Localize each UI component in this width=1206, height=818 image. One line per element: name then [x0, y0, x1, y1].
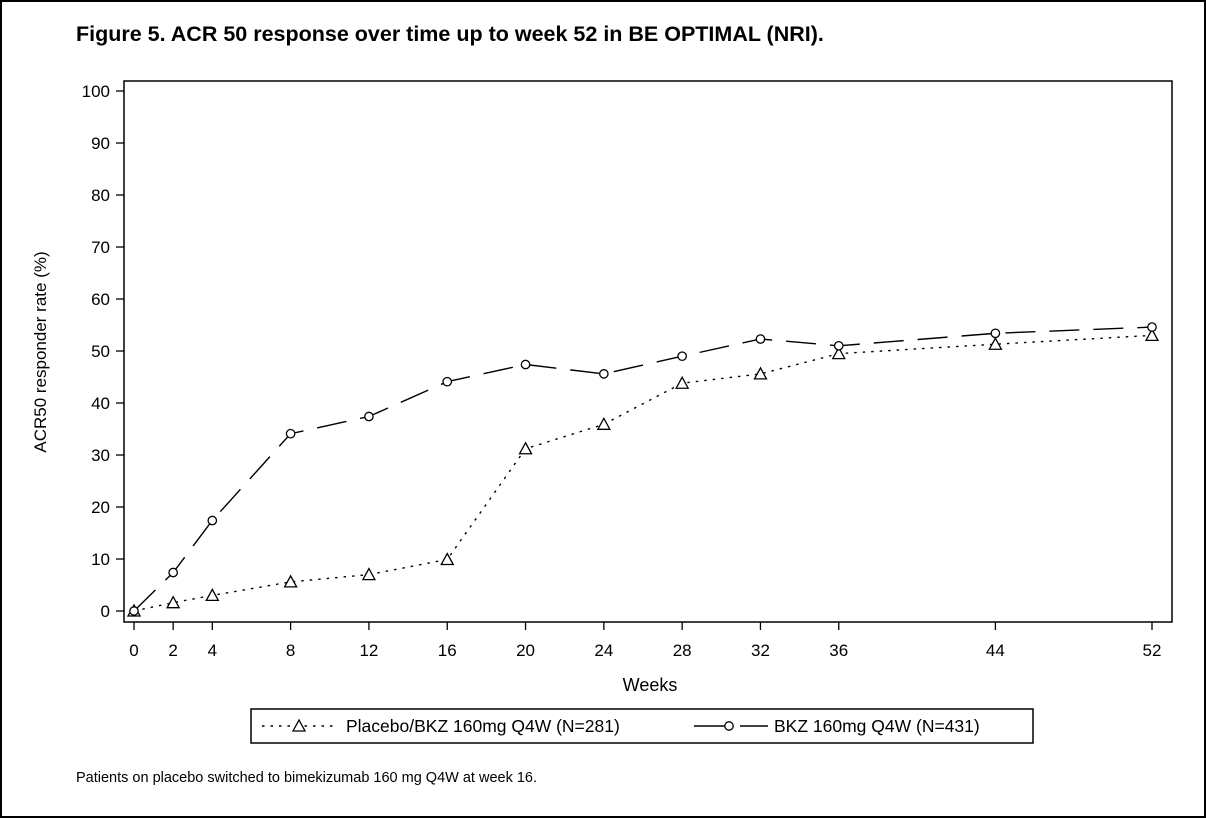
triangle-marker — [440, 552, 455, 566]
y-tick-label: 10 — [91, 550, 110, 569]
triangle-marker — [361, 567, 377, 581]
x-tick-label: 4 — [208, 641, 217, 660]
legend-label: BKZ 160mg Q4W (N=431) — [774, 716, 980, 736]
y-tick-label: 100 — [82, 82, 110, 101]
legend-triangle-marker — [291, 718, 307, 732]
series-layer — [126, 322, 1160, 617]
y-tick-label: 50 — [91, 342, 110, 361]
triangle-marker — [166, 595, 181, 609]
triangle-marker — [831, 346, 846, 360]
y-tick-label: 90 — [91, 134, 110, 153]
circle-marker — [1147, 322, 1157, 332]
x-tick-label: 2 — [168, 641, 177, 660]
triangle-marker — [753, 366, 768, 380]
circle-marker — [168, 567, 179, 578]
y-axis-label: ACR50 responder rate (%) — [31, 251, 50, 452]
circle-marker — [598, 369, 609, 379]
x-tick-label: 36 — [829, 641, 848, 660]
x-tick-label: 44 — [986, 641, 1005, 660]
x-tick-label: 20 — [516, 641, 535, 660]
circle-marker — [520, 359, 531, 370]
x-tick-label: 28 — [673, 641, 692, 660]
series-placebo-bkz — [126, 328, 1160, 617]
circle-marker — [755, 334, 766, 344]
circle-marker — [207, 515, 218, 526]
series-line — [133, 334, 1153, 612]
triangle-marker — [283, 574, 298, 588]
x-tick-label: 52 — [1143, 641, 1162, 660]
y-tick-label: 60 — [91, 290, 110, 309]
x-tick-label: 8 — [286, 641, 295, 660]
legend-circle-marker — [724, 721, 734, 731]
series-bkz — [129, 322, 1157, 616]
x-axis-label: Weeks — [623, 675, 678, 695]
triangle-marker — [518, 441, 533, 455]
series-line — [133, 326, 1153, 612]
y-tick-label: 80 — [91, 186, 110, 205]
y-tick-label: 30 — [91, 446, 110, 465]
y-tick-label: 40 — [91, 394, 110, 413]
circle-marker — [677, 351, 688, 362]
triangle-marker — [988, 336, 1003, 350]
x-tick-label: 24 — [594, 641, 613, 660]
x-tick-label: 0 — [129, 641, 138, 660]
figure-footnote: Patients on placebo switched to bimekizu… — [76, 770, 538, 786]
circle-marker — [442, 376, 453, 387]
y-tick-label: 70 — [91, 238, 110, 257]
circle-marker — [990, 328, 1001, 339]
legend-box — [250, 708, 1034, 744]
x-tick-label: 16 — [438, 641, 457, 660]
y-tick-label: 20 — [91, 498, 110, 517]
circle-marker — [129, 606, 139, 616]
triangle-marker — [1144, 328, 1160, 342]
plot-area — [123, 80, 1173, 623]
circle-marker — [833, 340, 844, 351]
x-tick-label: 32 — [751, 641, 770, 660]
triangle-marker — [205, 588, 220, 602]
legend: Placebo/BKZ 160mg Q4W (N=281) BKZ 160mg Q… — [250, 708, 1034, 744]
x-tick-label: 12 — [359, 641, 378, 660]
y-axis: 0 10 20 30 40 50 60 70 80 90 100 — [82, 82, 124, 621]
circle-marker — [285, 428, 296, 439]
y-tick-label: 0 — [101, 602, 110, 621]
triangle-marker — [596, 416, 611, 430]
legend-label: Placebo/BKZ 160mg Q4W (N=281) — [346, 716, 620, 736]
figure-title: Figure 5. ACR 50 response over time up t… — [76, 22, 824, 46]
circle-marker — [364, 411, 374, 422]
triangle-marker — [675, 375, 690, 389]
x-axis: 0 2 4 8 12 16 20 24 28 32 36 44 52 — [129, 622, 1161, 660]
